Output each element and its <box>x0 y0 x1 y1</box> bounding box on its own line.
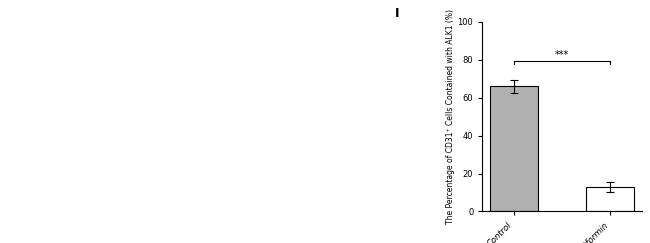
Text: I: I <box>395 7 399 20</box>
Bar <box>586 187 634 211</box>
Y-axis label: The Percentage of CD31⁺ Cells Contained with ALK1 (%): The Percentage of CD31⁺ Cells Contained … <box>446 9 455 224</box>
Bar <box>489 86 538 211</box>
Text: ***: *** <box>555 50 569 60</box>
